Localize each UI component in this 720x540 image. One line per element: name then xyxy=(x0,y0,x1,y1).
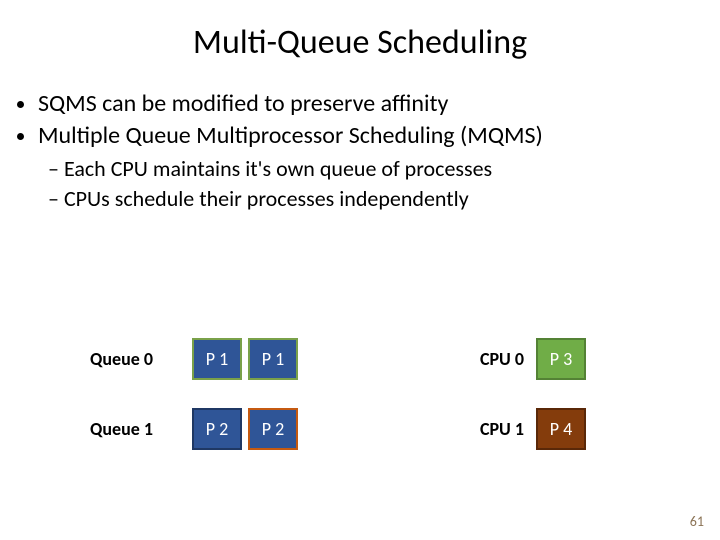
queue-1-process-1: P 2 xyxy=(192,408,242,450)
bullet-list: SQMS can be modified to preserve affinit… xyxy=(0,89,720,212)
cpu-1-process: P 4 xyxy=(536,408,586,450)
bullet-2: Multiple Queue Multiprocessor Scheduling… xyxy=(38,121,720,212)
slide-title: Multi-Queue Scheduling xyxy=(0,22,720,63)
sub-bullet-2: CPUs schedule their processes independen… xyxy=(48,185,720,213)
sub-bullet-list: Each CPU maintains it's own queue of pro… xyxy=(38,155,720,212)
slide: Multi-Queue Scheduling SQMS can be modif… xyxy=(0,0,720,540)
sub-bullet-1: Each CPU maintains it's own queue of pro… xyxy=(48,155,720,183)
bullet-2-text: Multiple Queue Multiprocessor Scheduling… xyxy=(38,121,543,150)
queue-0-label: Queue 0 xyxy=(90,348,186,370)
cpu-1-label: CPU 1 xyxy=(448,418,524,440)
bullet-1: SQMS can be modified to preserve affinit… xyxy=(38,89,720,119)
queue-row-0: Queue 0 P 1 P 1 CPU 0 P 3 xyxy=(90,338,650,380)
queue-1-process-2: P 2 xyxy=(248,408,298,450)
cpu-0-label: CPU 0 xyxy=(448,348,524,370)
queue-0-process-1: P 1 xyxy=(192,338,242,380)
queue-row-1: Queue 1 P 2 P 2 CPU 1 P 4 xyxy=(90,408,650,450)
queue-0-process-2: P 1 xyxy=(248,338,298,380)
page-number: 61 xyxy=(690,513,704,530)
cpu-0-process: P 3 xyxy=(536,338,586,380)
queue-1-label: Queue 1 xyxy=(90,418,186,440)
queue-diagram: Queue 0 P 1 P 1 CPU 0 P 3 Queue 1 P 2 P … xyxy=(90,338,650,478)
